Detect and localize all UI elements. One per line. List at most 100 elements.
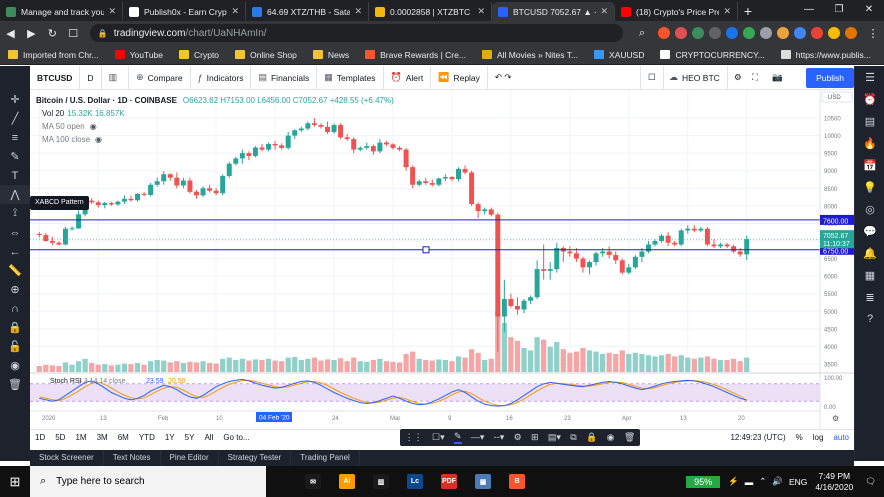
extension-icon[interactable] xyxy=(692,27,705,39)
auto-toggle[interactable]: auto xyxy=(833,433,849,442)
trash-icon[interactable]: 🗑 xyxy=(623,432,636,442)
bookmark-item[interactable]: Imported from Chr... xyxy=(0,50,107,60)
settings-icon[interactable]: ⚙ xyxy=(734,72,742,82)
zoom-icon[interactable]: ⌕ xyxy=(638,26,646,39)
network-icon[interactable]: ▬ xyxy=(744,476,754,487)
replay-button[interactable]: ⏪ Replay xyxy=(431,65,488,90)
text-icon[interactable]: T xyxy=(11,169,19,182)
copy-icon[interactable]: ⧉ xyxy=(570,432,577,442)
menu-icon[interactable] xyxy=(0,66,30,90)
taskbar-app[interactable]: Ai xyxy=(330,466,364,497)
close-window-button[interactable]: ✕ xyxy=(864,4,874,15)
rewards-icon[interactable] xyxy=(675,27,688,39)
fullscreen-icon[interactable]: ⛶ xyxy=(752,72,758,82)
eye-icon[interactable]: ◉ xyxy=(95,135,103,144)
browser-tab[interactable]: 64.69 XTZ/THB - Satan ✕ xyxy=(246,2,369,21)
close-tab-icon[interactable]: ✕ xyxy=(108,6,116,16)
reload-icon[interactable]: ↻ xyxy=(47,27,57,40)
line-style-icon[interactable]: —▾ xyxy=(470,432,485,442)
timeframe-button[interactable]: 5Y xyxy=(184,433,195,442)
browser-tab[interactable]: Publish0x - Earn Crypto ✕ xyxy=(123,2,246,21)
menu-icon[interactable]: ⋮ xyxy=(867,27,879,40)
help-icon[interactable]: ? xyxy=(866,313,874,325)
pattern-icon[interactable]: ⋀ xyxy=(0,185,30,204)
symbol-search[interactable]: BTCUSD xyxy=(30,65,81,90)
taskbar-app[interactable]: Lc xyxy=(398,466,432,497)
template-icon[interactable]: ☐▾ xyxy=(432,432,445,442)
extension-icon[interactable] xyxy=(794,27,807,39)
clock[interactable]: 7:49 PM 4/16/2020 xyxy=(815,471,853,493)
trendline-icon[interactable]: ╱ xyxy=(11,113,19,125)
eye-icon[interactable]: ◉ xyxy=(10,360,20,372)
alert-button[interactable]: ⏰ Alert xyxy=(384,65,432,90)
url-field[interactable]: 🔒 tradingview.com /chart/UaNHAmIn/ xyxy=(89,24,624,42)
extension-icon[interactable] xyxy=(811,27,824,39)
trash-icon[interactable]: 🗑 xyxy=(8,379,22,391)
minimize-button[interactable]: — xyxy=(804,4,814,15)
bookmark-item[interactable]: Online Shop xyxy=(227,50,305,60)
browser-tab[interactable]: 0.0002858 | XTZBTC | B ✕ xyxy=(369,2,492,21)
timeframe-button[interactable]: Go to... xyxy=(223,433,250,442)
settings-icon[interactable]: ⚙ xyxy=(513,432,522,442)
taskbar-app[interactable]: PDF xyxy=(432,466,466,497)
bookmark-item[interactable]: All Movies » Nites T... xyxy=(474,50,586,60)
timeframe-button[interactable]: 1Y xyxy=(164,433,175,442)
profile-avatar-icon[interactable] xyxy=(845,27,858,39)
windows-start-icon[interactable]: ⊞ xyxy=(9,473,21,489)
timeframe-button[interactable]: 6M xyxy=(117,433,129,442)
panel-tab[interactable]: Text Notes xyxy=(104,450,161,466)
templates-button[interactable]: ▦ Templates xyxy=(317,65,384,90)
close-tab-icon[interactable]: ✕ xyxy=(477,6,485,16)
timeframe-button[interactable]: 3M xyxy=(96,433,108,442)
hotlist-icon[interactable]: 🔥 xyxy=(863,137,877,150)
taskbar-app[interactable]: ▥ xyxy=(364,466,398,497)
back-icon[interactable]: ◀ xyxy=(6,27,15,40)
bookmark-item[interactable]: CRYPTOCURRENCY... xyxy=(652,50,772,60)
close-tab-icon[interactable]: ✕ xyxy=(354,6,362,16)
compare-button[interactable]: ⊕ Compare xyxy=(129,65,191,90)
layers-icon[interactable]: ▤▾ xyxy=(547,432,561,442)
bookmark-item[interactable]: Brave Rewards | Cre... xyxy=(357,50,474,60)
pencil-icon[interactable]: ✎ xyxy=(453,431,462,444)
lock-icon[interactable]: 🔓 xyxy=(8,341,22,353)
crosshair-icon[interactable]: ✛ xyxy=(10,94,20,106)
watchlist-icon[interactable]: ☰ xyxy=(865,71,875,84)
ideas-icon[interactable]: 💡 xyxy=(863,181,877,194)
undo-icon[interactable]: ↶ ↷ xyxy=(494,72,512,82)
panel-tab[interactable]: Trading Panel xyxy=(291,450,360,466)
taskbar-app[interactable]: B xyxy=(500,466,534,497)
magnet-icon[interactable]: ∩ xyxy=(11,302,19,315)
extension-icon[interactable] xyxy=(743,27,756,39)
log-toggle[interactable]: log xyxy=(812,433,824,442)
chat-icon[interactable]: 💬 xyxy=(863,225,877,238)
indicators-button[interactable]: ƒ Indicators xyxy=(191,65,252,90)
power-icon[interactable]: ⚡ xyxy=(728,476,739,486)
panel-tab[interactable]: Pine Editor xyxy=(161,450,219,466)
extension-icon[interactable] xyxy=(760,27,773,39)
interval-button[interactable]: D xyxy=(80,65,102,90)
battery-indicator[interactable]: 95% xyxy=(686,475,721,488)
taskbar-search[interactable]: ⌕ Type here to search xyxy=(30,466,266,497)
timeframe-button[interactable]: 1M xyxy=(75,433,87,442)
timeframe-button[interactable]: YTD xyxy=(138,433,155,442)
data-window-icon[interactable]: ▤ xyxy=(864,115,876,128)
alerts-icon[interactable]: ⏰ xyxy=(863,93,877,106)
extension-icon[interactable] xyxy=(709,27,722,39)
utc-time[interactable]: 12:49:23 (UTC) xyxy=(730,433,786,442)
extension-icon[interactable] xyxy=(828,27,841,39)
bookmark-item[interactable]: News xyxy=(305,50,357,60)
browser-tab[interactable]: (18) Crypto's Price Pre ✕ xyxy=(615,2,738,21)
maximize-button[interactable]: ❐ xyxy=(834,4,844,15)
brush-icon[interactable]: ✎ xyxy=(10,151,20,163)
eye-icon[interactable]: ◉ xyxy=(606,432,615,442)
tray-up-icon[interactable]: ⌃ xyxy=(759,476,767,486)
zoom-in-icon[interactable]: ⊕ xyxy=(10,284,20,296)
extension-icon[interactable] xyxy=(777,27,790,39)
publish-button[interactable]: Publish xyxy=(806,68,854,88)
lock-icon[interactable]: 🔒 xyxy=(586,432,598,442)
browser-tab[interactable]: Manage and track your ✕ xyxy=(0,2,123,21)
order-panel-icon[interactable]: ▦ xyxy=(864,269,876,282)
bookmark-item[interactable]: XAUUSD xyxy=(586,50,652,60)
projection-icon[interactable]: ⟟ xyxy=(12,207,18,219)
timeframe-button[interactable]: 5D xyxy=(55,433,66,442)
